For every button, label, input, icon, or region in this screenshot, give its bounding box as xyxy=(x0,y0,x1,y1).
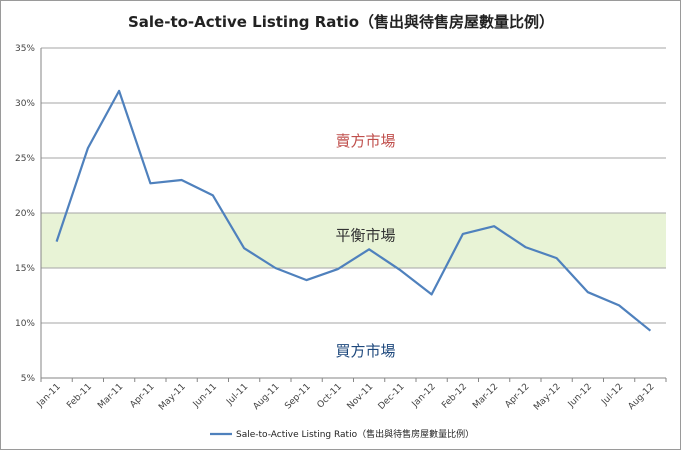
x-tick-label: Jun-12 xyxy=(566,382,594,410)
x-tick-label: Apr-11 xyxy=(128,382,156,410)
x-tick-label: Jul-11 xyxy=(224,382,250,408)
gridlines xyxy=(40,47,666,379)
x-tick-label: Oct-11 xyxy=(316,382,344,410)
series-line xyxy=(55,89,652,332)
x-tick-label: Mar-11 xyxy=(96,382,125,411)
x-tick-label: Jun-11 xyxy=(191,382,219,410)
x-tick-label: Jan-11 xyxy=(35,382,63,410)
x-tick-label: Feb-12 xyxy=(440,382,469,411)
x-tick-label: Dec-11 xyxy=(377,382,407,412)
market-annotation: 平衡市場 xyxy=(335,227,395,245)
y-tick-label: 5% xyxy=(21,374,36,384)
x-tick-label: Jul-12 xyxy=(599,382,625,408)
y-tick-label: 20% xyxy=(15,209,35,219)
legend-label: Sale-to-Active Listing Ratio（售出與待售房屋數量比例… xyxy=(236,428,474,440)
x-tick-label: May-11 xyxy=(157,382,188,413)
x-tick-label: Aug-12 xyxy=(627,382,657,412)
x-tick-label: Apr-12 xyxy=(503,382,531,410)
y-tick-label: 10% xyxy=(15,319,35,329)
x-tick-label: May-12 xyxy=(532,382,563,413)
market-annotation: 賣方市場 xyxy=(335,132,395,150)
y-tick-label: 25% xyxy=(15,154,35,164)
x-tick-label: Mar-12 xyxy=(471,382,500,411)
y-tick-label: 30% xyxy=(15,99,35,109)
y-tick-label: 35% xyxy=(15,44,35,54)
x-axis-ticks: Jan-11 Feb-11 Mar-11 Apr-11 May-11 Jun-11 Jul-… xyxy=(35,378,667,413)
x-tick-label: Nov-11 xyxy=(346,382,376,412)
market-annotation: 買方市場 xyxy=(335,342,395,360)
legend: Sale-to-Active Listing Ratio（售出與待售房屋數量比例… xyxy=(210,428,474,440)
y-tick-label: 15% xyxy=(15,264,35,274)
x-tick-label: Feb-11 xyxy=(65,382,94,411)
x-tick-label: Sep-11 xyxy=(283,382,312,411)
y-axis-ticks: 5% 10% 15% 20% 25% 30% 35% xyxy=(15,44,35,384)
x-tick-label: Jan-12 xyxy=(410,382,438,410)
chart-title: Sale-to-Active Listing Ratio（售出與待售房屋數量比例… xyxy=(128,13,554,31)
x-tick-label: Aug-11 xyxy=(252,382,282,412)
